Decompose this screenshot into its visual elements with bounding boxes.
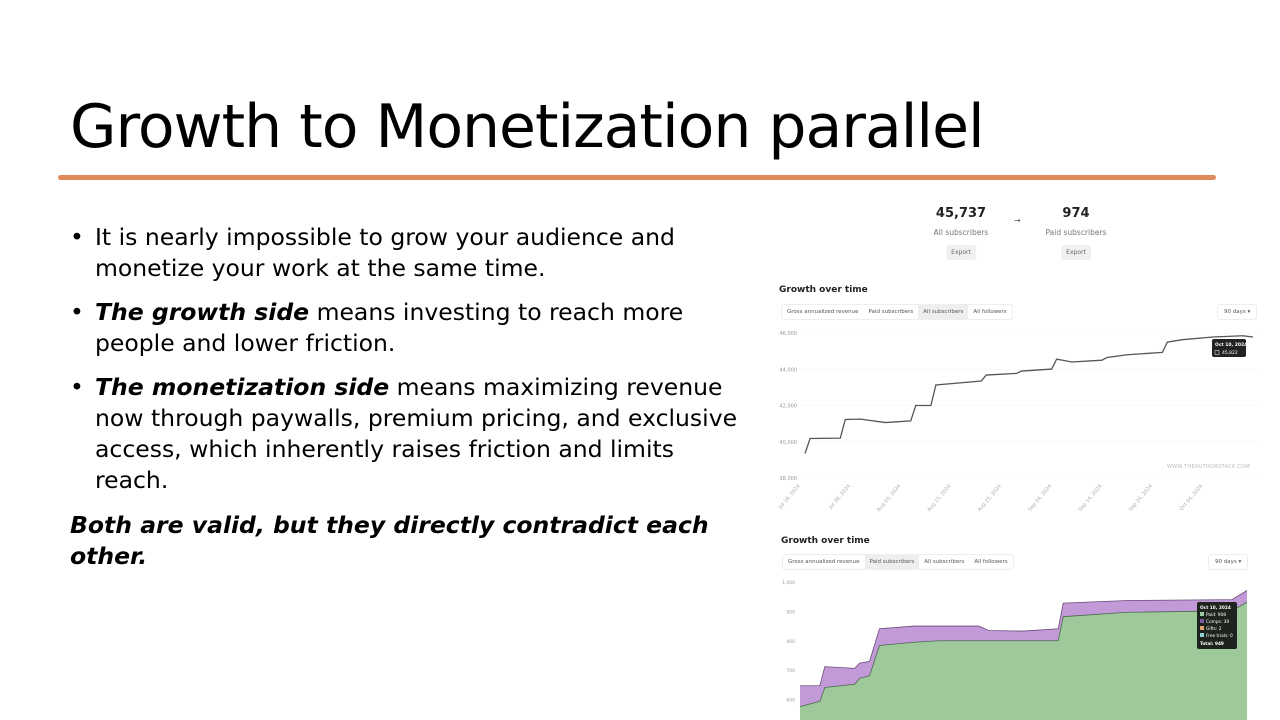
bullet-item: The growth side means investing to reach… [70, 297, 750, 359]
tooltip-swatch [1200, 619, 1204, 623]
x-tick-label: Aug 25, 2024 [977, 483, 1003, 513]
conclusion: Both are valid, but they directly contra… [70, 511, 709, 570]
tab-all-subscribers[interactable]: All subscribers [924, 559, 965, 565]
x-tick-label: Aug 15, 2024 [926, 483, 952, 513]
tooltip-swatch [1200, 612, 1204, 616]
y-tick-label: 44,000 [780, 367, 798, 373]
tooltip-swatch [1200, 626, 1204, 630]
tooltip-total: Total: 949 [1200, 641, 1224, 647]
x-tick-label: Sep 24, 2024 [1128, 483, 1154, 512]
range-select[interactable]: 90 days ▾ [1208, 554, 1249, 570]
y-tick-label: 1,000 [782, 580, 795, 586]
tab-all-followers[interactable]: All followers [974, 559, 1008, 565]
y-tick-label: 700 [786, 668, 795, 674]
paid-subscribers-label: Paid subscribers [1045, 228, 1107, 237]
tooltip-swatch [1200, 633, 1204, 637]
x-tick-label: Sep 04, 2024 [1027, 483, 1053, 512]
paid-subscribers-count: 974 [1062, 206, 1090, 221]
all-subscribers-label: All subscribers [933, 228, 989, 237]
tooltip: Oct 10, 2024 45,822 [1212, 339, 1247, 357]
subscriber-line [804, 335, 1254, 454]
arrow-icon: → [1014, 216, 1021, 225]
tooltip-value: 45,822 [1222, 350, 1238, 356]
bullet-emphasis: The growth side [95, 298, 310, 326]
tooltip-line: Paid: 908 [1206, 612, 1226, 618]
all-subscribers-count: 45,737 [935, 206, 987, 221]
tooltip-box [1212, 339, 1246, 357]
total-line [800, 590, 1248, 687]
range-select[interactable]: 90 days ▾ [1217, 304, 1258, 320]
paid-line [799, 601, 1248, 707]
y-tick-label: 42,000 [780, 404, 798, 410]
tooltip-date: Oct 10, 2024 [1215, 342, 1247, 348]
slide-title: Growth to Monetization parallel [70, 92, 985, 162]
tab-all-subscribers[interactable]: All subscribers [918, 305, 969, 319]
bullet-text: It is nearly impossible to grow your aud… [95, 223, 675, 282]
x-tick-label: Jul 16, 2024 [777, 483, 801, 511]
bullet-list: It is nearly impossible to grow your aud… [70, 222, 750, 572]
tab-paid-subscribers[interactable]: Paid subscribers [864, 555, 920, 569]
y-tick-label: 600 [786, 698, 795, 704]
bullet-item: It is nearly impossible to grow your aud… [70, 222, 750, 284]
chart1-tabs: Gross annualized revenue Paid subscriber… [781, 304, 1013, 320]
bullet-text: means maximizing revenue now through pay… [95, 373, 738, 494]
paid-area [800, 601, 1247, 720]
export-paid-button[interactable]: Export [1061, 245, 1091, 260]
tooltip-line: Comps: 39 [1206, 619, 1229, 625]
bullet-text: means investing to reach more people and… [95, 298, 684, 357]
y-tick-label: 40,000 [780, 440, 798, 446]
tooltip-line: Free trials: 0 [1206, 633, 1233, 639]
tab-gross-revenue[interactable]: Gross annualized revenue [788, 559, 860, 565]
export-all-button[interactable]: Export [946, 245, 976, 260]
y-tick-label: 800 [786, 639, 795, 645]
x-tick-label: Sep 14, 2024 [1078, 483, 1104, 512]
y-tick-label: 900 [786, 609, 795, 615]
chart2-tabs: Gross annualized revenue Paid subscriber… [782, 554, 1014, 570]
tooltip-line: Gifts: 2 [1206, 626, 1222, 632]
tooltip-swatch [1214, 350, 1220, 355]
y-tick-label: 38,000 [780, 476, 798, 482]
tab-paid-subscribers[interactable]: Paid subscribers [868, 309, 914, 315]
chart2-title: Growth over time [781, 536, 870, 546]
x-tick-label: Oct 04, 2024 [1179, 483, 1204, 512]
x-tick-label: Jul 26, 2024 [827, 483, 851, 511]
y-tick-label: 46,000 [780, 331, 798, 337]
chart1-title: Growth over time [779, 285, 868, 295]
bullet-emphasis: The monetization side [95, 373, 390, 401]
bullet-item: The monetization side means maximizing r… [70, 372, 750, 496]
tab-all-followers[interactable]: All followers [973, 309, 1007, 315]
tooltip-date: Oct 10, 2024 [1200, 605, 1231, 611]
tab-gross-revenue[interactable]: Gross annualized revenue [787, 309, 859, 315]
comps-area [800, 590, 1247, 707]
x-tick-label: Aug 05, 2024 [876, 483, 902, 513]
title-underline [58, 175, 1216, 180]
watermark: WWW.THEAUTHORSTACK.COM [1167, 464, 1250, 470]
tooltip-box [1197, 602, 1237, 649]
